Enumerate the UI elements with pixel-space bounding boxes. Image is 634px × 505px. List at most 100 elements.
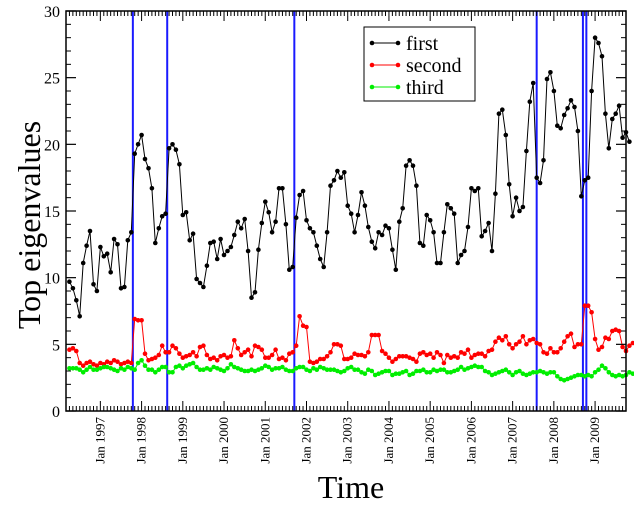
data-point-second	[304, 324, 309, 330]
data-point-first	[142, 156, 148, 162]
data-point-first	[225, 248, 230, 254]
y-tick-label: 5	[52, 337, 60, 354]
data-point-second	[338, 343, 344, 349]
data-point-first	[180, 212, 186, 218]
data-point-first	[397, 219, 402, 224]
data-point-first	[256, 247, 261, 252]
data-point-second	[441, 360, 447, 366]
data-point-second	[427, 351, 433, 357]
data-point-third	[94, 367, 100, 373]
data-point-third	[317, 364, 323, 370]
data-point-first	[599, 54, 605, 59]
data-point-first	[280, 186, 285, 191]
data-point-second	[256, 344, 261, 350]
data-point-second	[582, 303, 588, 309]
data-point-second	[269, 352, 275, 358]
data-point-second	[403, 354, 409, 359]
data-point-third	[208, 367, 213, 373]
data-point-first	[486, 220, 491, 226]
x-tick-label: Jan 1997	[92, 417, 107, 464]
data-point-second	[630, 340, 634, 346]
plot-series	[67, 35, 634, 383]
data-point-first	[104, 251, 110, 256]
data-point-first	[242, 216, 247, 222]
data-point-first	[297, 192, 302, 198]
data-point-second	[108, 360, 113, 366]
data-point-second	[280, 355, 285, 361]
data-point-second	[561, 339, 567, 345]
data-point-second	[496, 335, 502, 341]
data-point-second	[592, 336, 598, 342]
y-tick-label: 25	[44, 71, 60, 88]
data-point-first	[197, 280, 203, 286]
data-point-first	[438, 260, 443, 266]
data-point-first	[627, 139, 632, 144]
data-point-third	[530, 370, 536, 375]
data-point-first	[98, 244, 103, 250]
data-point-third	[221, 368, 227, 374]
data-point-first	[537, 180, 543, 186]
data-point-third	[599, 363, 605, 369]
data-point-second	[455, 355, 461, 361]
data-point-second	[348, 355, 354, 361]
data-point-first	[77, 314, 82, 319]
data-point-second	[104, 359, 110, 365]
data-point-first	[465, 224, 471, 230]
data-point-first	[610, 116, 615, 122]
data-point-first	[606, 146, 612, 151]
data-point-first	[317, 256, 323, 262]
data-point-third	[225, 366, 230, 371]
data-point-third	[242, 368, 247, 374]
data-point-third	[80, 370, 86, 375]
data-point-first	[506, 182, 512, 187]
data-point-second	[397, 354, 402, 359]
legend-marker-third	[369, 84, 375, 90]
data-point-third	[493, 371, 498, 377]
data-point-third	[132, 367, 137, 373]
data-point-third	[414, 368, 419, 374]
data-point-first	[108, 270, 113, 275]
data-point-third	[455, 367, 461, 373]
data-point-third	[479, 364, 485, 370]
legend-marker-first	[395, 40, 401, 46]
data-point-first	[410, 163, 416, 168]
data-point-first	[201, 284, 206, 290]
data-point-second	[572, 344, 577, 350]
data-point-second	[245, 347, 251, 353]
data-point-first	[283, 222, 289, 227]
data-point-first	[314, 243, 320, 248]
data-point-first	[620, 135, 625, 140]
data-point-second	[489, 347, 495, 353]
data-point-first	[561, 112, 567, 118]
data-point-first	[273, 219, 278, 224]
data-point-first	[87, 228, 93, 234]
data-point-first	[592, 35, 598, 40]
data-point-third	[142, 363, 148, 369]
data-point-first	[307, 226, 313, 231]
data-point-third	[376, 371, 381, 377]
data-point-third	[146, 367, 151, 373]
data-point-third	[603, 366, 608, 371]
data-point-first	[596, 40, 601, 46]
data-point-second	[493, 339, 498, 345]
data-point-first	[146, 166, 151, 171]
data-point-second	[445, 352, 450, 358]
x-tick-label: Jan 2008	[546, 417, 561, 464]
legend-box	[363, 26, 476, 102]
data-point-third	[503, 367, 509, 373]
data-point-third	[627, 370, 632, 375]
data-point-first	[424, 212, 430, 218]
data-point-third	[307, 368, 313, 374]
data-point-first	[338, 175, 344, 180]
data-point-first	[290, 264, 296, 270]
y-tick-label: 20	[44, 137, 60, 154]
legend-label-third: third	[406, 77, 444, 99]
data-point-first	[393, 267, 399, 273]
y-tick-label: 30	[44, 4, 60, 21]
data-point-second	[479, 351, 485, 357]
data-point-first	[613, 111, 618, 116]
y-tick-label: 15	[44, 204, 60, 221]
data-point-second	[190, 350, 196, 355]
data-point-first	[500, 107, 505, 112]
data-point-first	[125, 238, 131, 243]
